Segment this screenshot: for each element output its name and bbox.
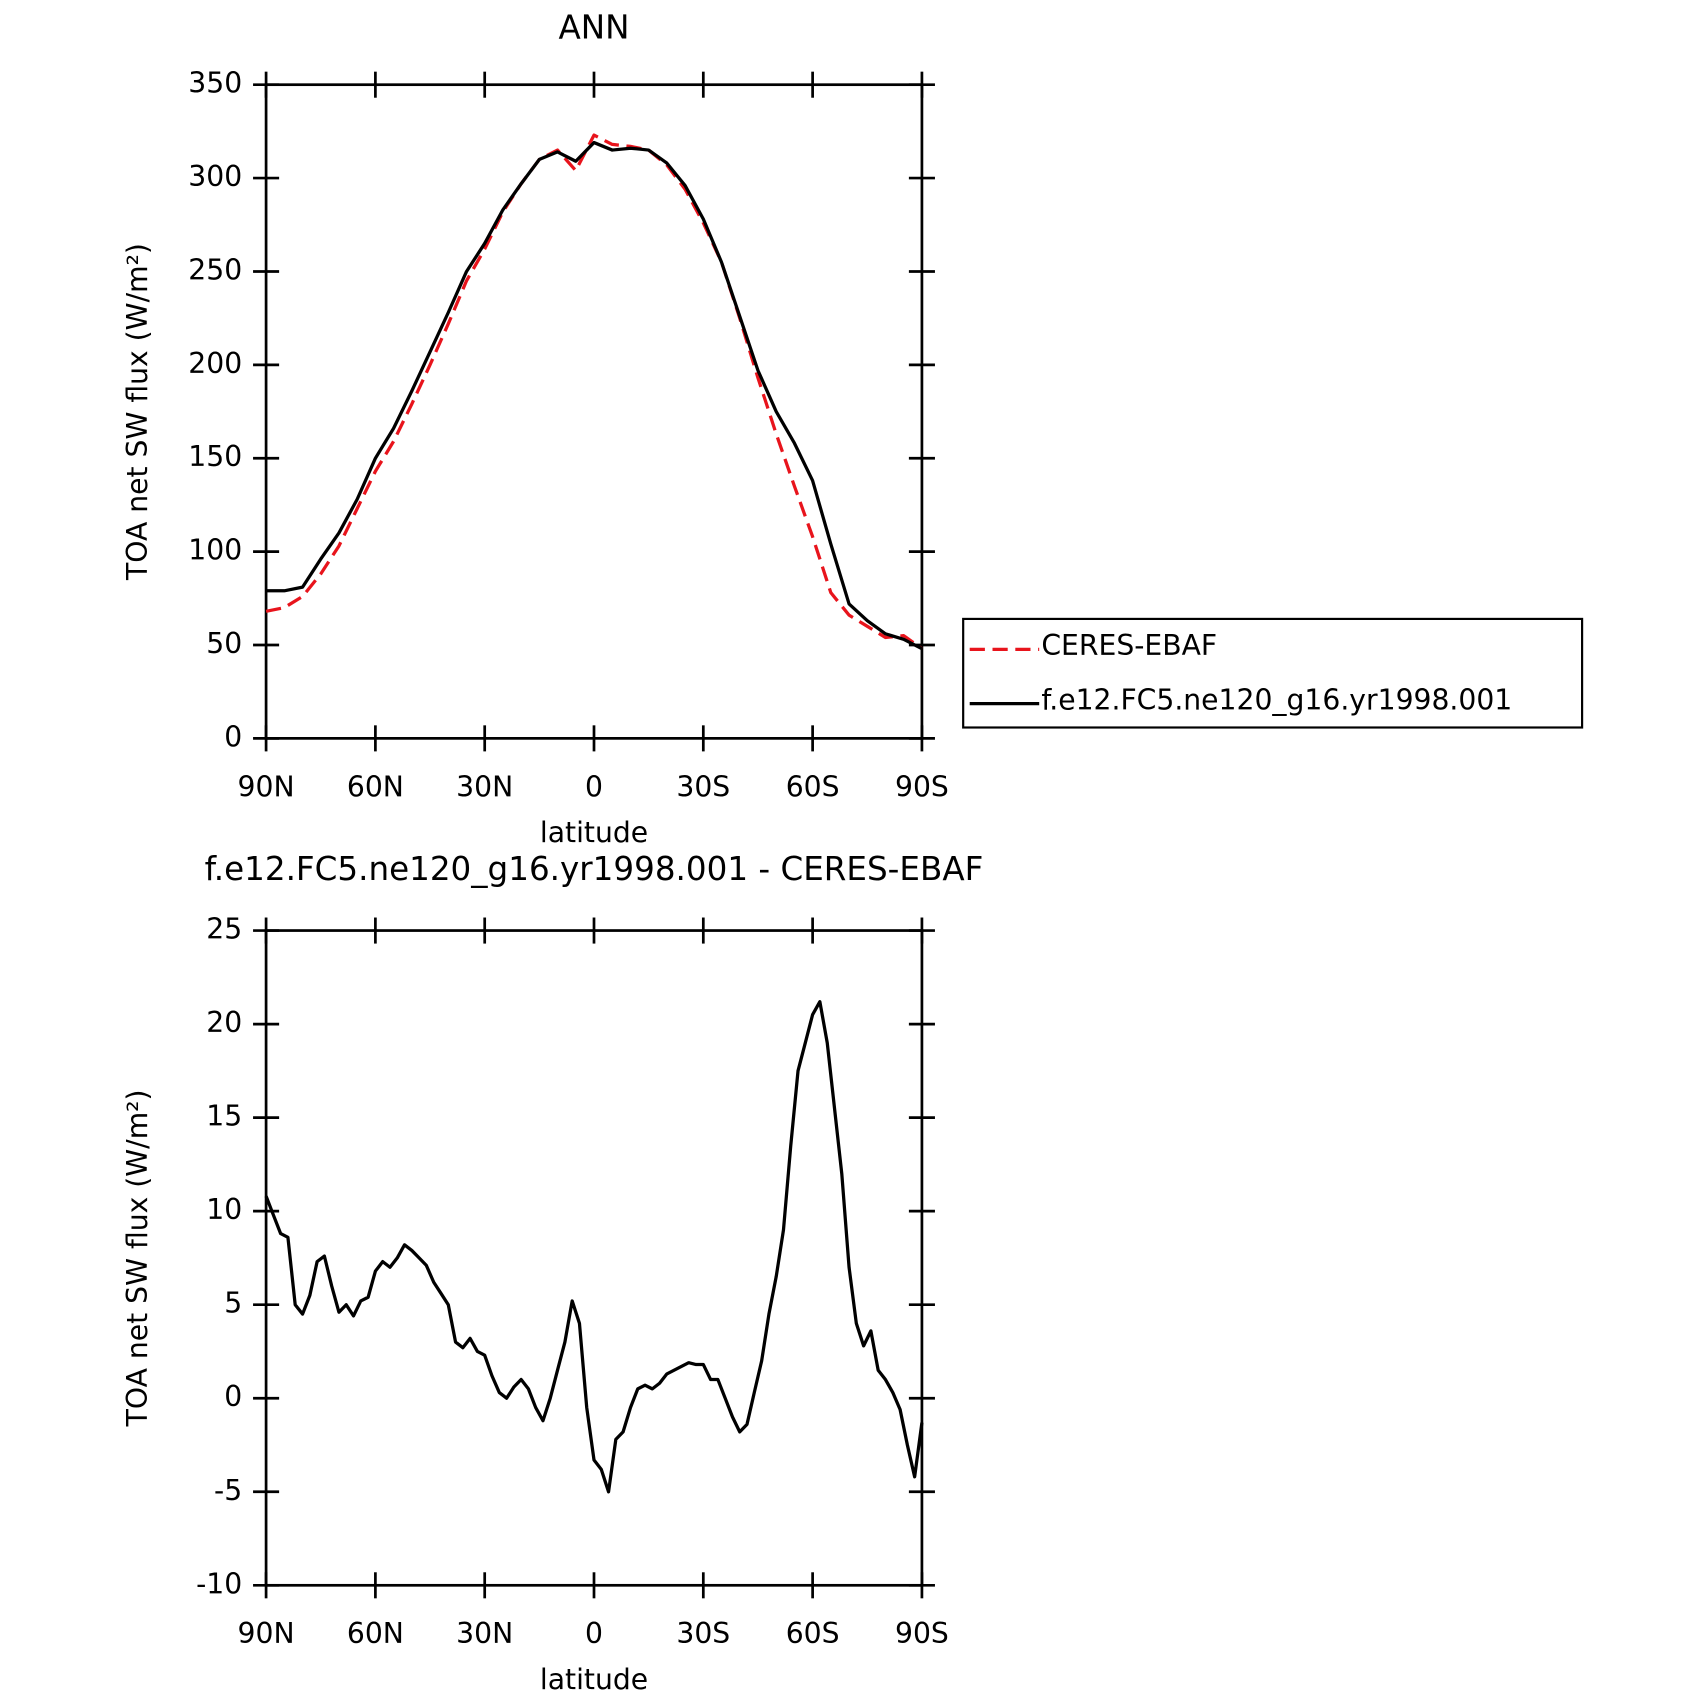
y-tick-label: -10: [196, 1567, 242, 1600]
y-tick-label: -5: [214, 1474, 242, 1507]
plot-frame: [264, 83, 924, 740]
x-tick-label: 90N: [238, 1617, 295, 1650]
x-tick-label: 0: [585, 1617, 603, 1650]
x-axis-label: latitude: [540, 816, 648, 849]
y-tick-label: 15: [206, 1100, 242, 1133]
y-tick-label: 20: [206, 1006, 242, 1039]
y-tick-label: 350: [188, 67, 242, 100]
x-tick-label: 60S: [786, 1617, 840, 1650]
y-tick-label: 25: [206, 913, 242, 946]
x-tick-label: 30S: [676, 1617, 730, 1650]
x-tick-label: 60N: [347, 1617, 404, 1650]
x-tick-label: 60N: [347, 770, 404, 803]
data-line: [265, 133, 923, 650]
chart-title: f.e12.FC5.ne120_g16.yr1998.001 - CERES-E…: [205, 850, 984, 888]
y-tick-label: 10: [206, 1193, 242, 1226]
x-tick-label: 60S: [786, 770, 840, 803]
x-tick-label: 30S: [676, 770, 730, 803]
y-axis-label: TOA net SW flux (W/m²): [121, 243, 154, 581]
x-tick-label: 90N: [238, 770, 295, 803]
chart-title: ANN: [559, 8, 630, 46]
y-tick-label: 5: [224, 1287, 242, 1320]
y-tick-label: 150: [188, 440, 242, 473]
x-tick-label: 0: [585, 770, 603, 803]
x-tick-label: 90S: [895, 770, 949, 803]
data-line: [264, 1000, 924, 1494]
y-tick-label: 0: [224, 1380, 242, 1413]
x-tick-label: 30N: [456, 1617, 513, 1650]
x-tick-label: 90S: [895, 1617, 949, 1650]
legend-box: [962, 617, 1584, 729]
y-tick-label: 300: [188, 160, 242, 193]
data-line: [266, 140, 923, 651]
y-axis-label: TOA net SW flux (W/m²): [121, 1089, 154, 1427]
x-tick-label: 30N: [456, 770, 513, 803]
y-tick-label: 0: [224, 720, 242, 753]
x-axis-label: latitude: [540, 1663, 648, 1696]
legend-label: CERES-EBAF: [1041, 629, 1217, 662]
y-tick-label: 50: [206, 627, 242, 660]
y-tick-label: 250: [188, 253, 242, 286]
y-tick-label: 200: [188, 347, 242, 380]
y-tick-label: 100: [188, 534, 242, 567]
legend-label: f.e12.FC5.ne120_g16.yr1998.001: [1041, 683, 1512, 716]
